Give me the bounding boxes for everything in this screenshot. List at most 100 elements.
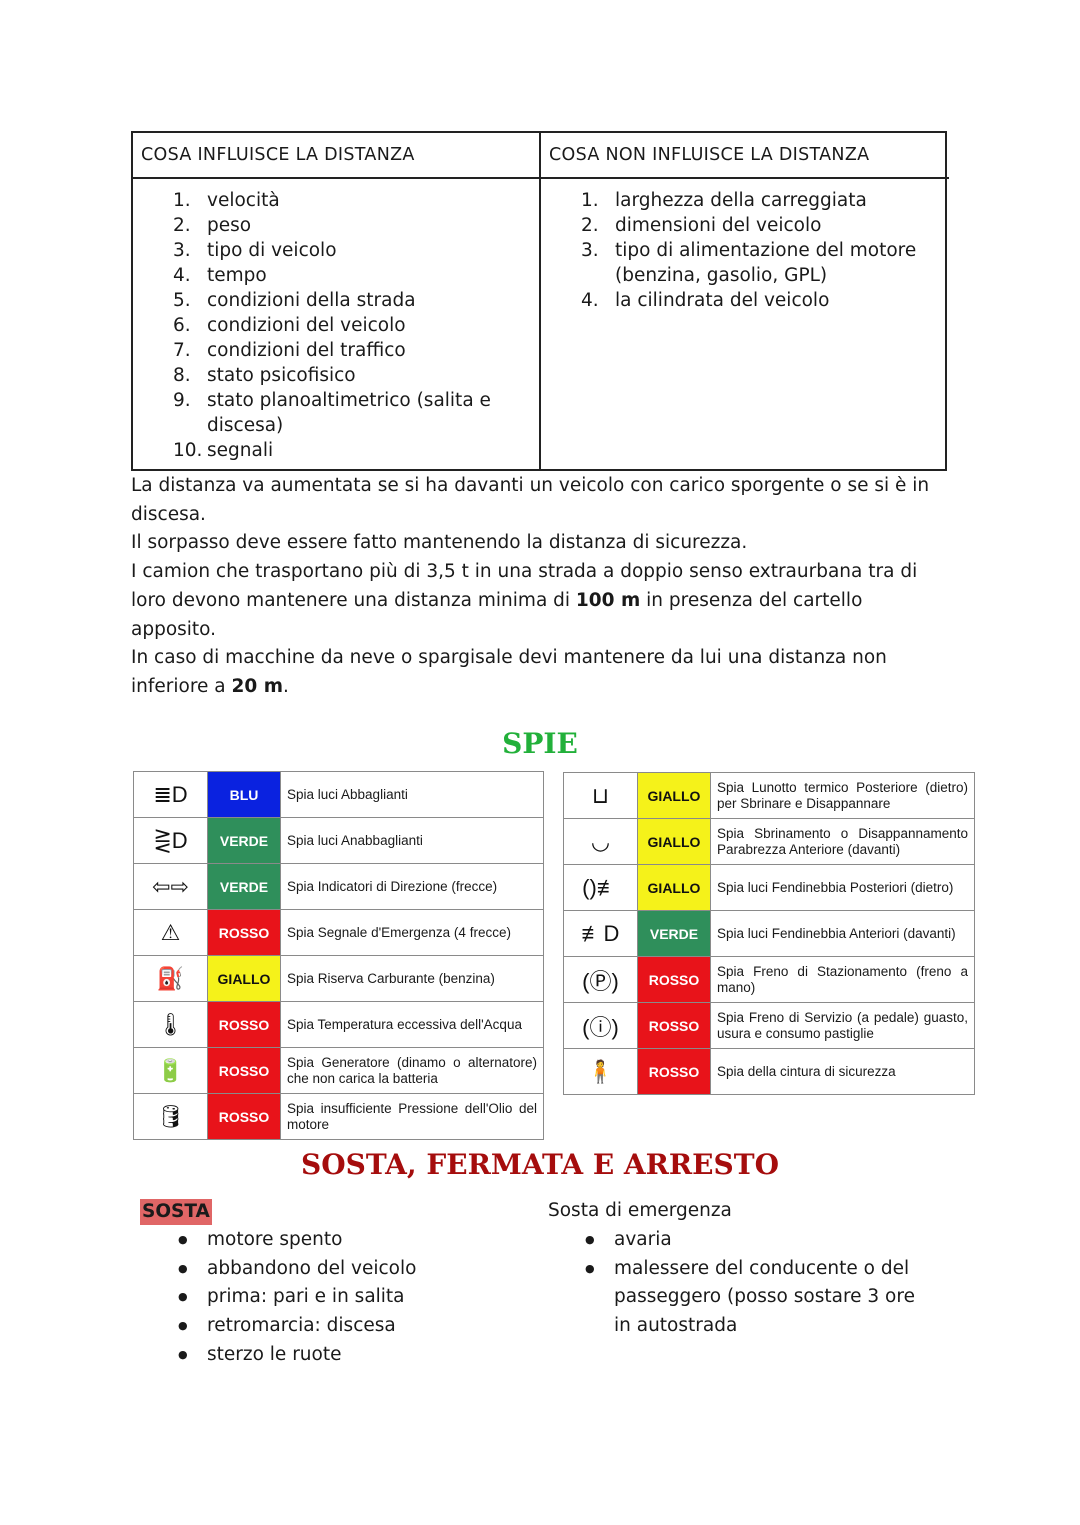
emergency-title: Sosta di emergenza xyxy=(548,1200,732,1221)
spia-description: Spia Temperatura eccessiva dell'Acqua xyxy=(280,1001,544,1048)
item-number: 3. xyxy=(581,240,599,261)
item-number: 1. xyxy=(173,190,191,211)
note-4-text: In caso di macchine da neve o spargisale… xyxy=(131,647,887,697)
spie-table-left: ≣D BLU Spia luci Abbaglianti ⋛D VERDE Spia lu… xyxy=(133,771,544,1140)
spia-row: 🛢 ROSSO Spia insufficiente Pressione dell'… xyxy=(133,1093,544,1140)
spia-row: ≣D BLU Spia luci Abbaglianti xyxy=(133,771,544,818)
color-badge: VERDE xyxy=(637,910,711,957)
brake-warning-icon: (ⓘ) xyxy=(563,1002,638,1049)
list-item: 4. tempo xyxy=(173,263,539,288)
color-badge: VERDE xyxy=(207,863,281,910)
list-item: 10. segnali xyxy=(173,438,539,463)
front-fog-light-icon: ≢D xyxy=(563,910,638,957)
item-text: larghezza della carreggiata xyxy=(615,190,867,211)
sosta-label: SOSTA xyxy=(140,1199,212,1225)
list-item: 4. la cilindrata del veicolo xyxy=(581,288,949,313)
item-number: 7. xyxy=(173,340,191,361)
note-3-text: I camion che trasportano più di 3,5 t in… xyxy=(131,561,918,611)
note-2: Il sorpasso deve essere fatto mantenendo… xyxy=(131,532,748,554)
list-item: 1. velocità xyxy=(173,188,539,213)
note-3: I camion che trasportano più di 3,5 t in… xyxy=(131,558,951,644)
item-number: 6. xyxy=(173,315,191,336)
distance-notes: La distanza va aumentata se si ha davant… xyxy=(131,472,951,702)
color-badge: ROSSO xyxy=(637,1048,711,1095)
spia-row: ⛽ GIALLO Spia Riserva Carburante (benzina) xyxy=(133,955,544,1002)
item-number: 8. xyxy=(173,365,191,386)
spia-row: ⇦⇨ VERDE Spia Indicatori di Direzione (fre… xyxy=(133,863,544,910)
spia-description: Spia della cintura di sicurezza xyxy=(710,1048,975,1095)
emergency-list: avariamalessere del conducente o del pas… xyxy=(557,1226,937,1341)
battery-icon: 🔋 xyxy=(133,1047,208,1094)
spia-description: Spia Freno di Stazionamento (freno a man… xyxy=(710,956,975,1003)
rear-defrost-icon: ⊔ xyxy=(563,772,638,819)
sosta-list: motore spentoabbandono del veicoloprima:… xyxy=(150,1226,416,1370)
item-text: velocità xyxy=(207,190,280,211)
oil-can-icon: 🛢 xyxy=(133,1093,208,1140)
color-badge: ROSSO xyxy=(207,1093,281,1140)
spia-description: Spia Generatore (dinamo o alternatore) c… xyxy=(280,1047,544,1094)
item-text: tipo di alimentazione del motore (benzin… xyxy=(615,240,917,286)
sosta-title: SOSTA, FERMATA E ARRESTO xyxy=(301,1148,779,1181)
color-badge: GIALLO xyxy=(637,864,711,911)
bullet-item: retromarcia: discesa xyxy=(150,1312,416,1341)
bullet-item: prima: pari e in salita xyxy=(150,1283,416,1312)
item-number: 2. xyxy=(173,215,191,236)
item-number: 4. xyxy=(173,265,191,286)
item-number: 1. xyxy=(581,190,599,211)
spie-table-right: ⊔ GIALLO Spia Lunotto termico Posteriore (… xyxy=(563,772,975,1095)
turn-signal-icon: ⇦⇨ xyxy=(133,863,208,910)
list-item: 7. condizioni del traffico xyxy=(173,338,539,363)
bullet-item: sterzo le ruote xyxy=(150,1341,416,1370)
bullet-item: avaria xyxy=(557,1226,937,1255)
influisce-list: 1. velocità 2. peso 3. tipo di veicolo 4. tempo… xyxy=(133,179,539,463)
spia-row: ⚠ ROSSO Spia Segnale d'Emergenza (4 frecce… xyxy=(133,909,544,956)
spia-row: ()≢ GIALLO Spia luci Fendinebbia Posterior… xyxy=(563,864,975,911)
spie-title: SPIE xyxy=(502,727,578,760)
spia-description: Spia luci Fendinebbia Posteriori (dietro… xyxy=(710,864,975,911)
item-text: la cilindrata del veicolo xyxy=(615,290,830,311)
item-number: 3. xyxy=(173,240,191,261)
list-item: 3. tipo di veicolo xyxy=(173,238,539,263)
list-item: 1. larghezza della carreggiata xyxy=(581,188,949,213)
item-text: dimensioni del veicolo xyxy=(615,215,822,236)
spia-description: Spia luci Abbaglianti xyxy=(280,771,544,818)
non-influisce-list: 1. larghezza della carreggiata 2. dimension… xyxy=(541,179,949,313)
list-item: 5. condizioni della strada xyxy=(173,288,539,313)
note-4-end: . xyxy=(282,675,289,697)
color-badge: GIALLO xyxy=(207,955,281,1002)
high-beam-icon: ≣D xyxy=(133,771,208,818)
spia-row: 🧍 ROSSO Spia della cintura di sicurezza xyxy=(563,1048,975,1095)
item-number: 10. xyxy=(173,440,203,461)
color-badge: GIALLO xyxy=(637,818,711,865)
spia-row: 🔋 ROSSO Spia Generatore (dinamo o alternat… xyxy=(133,1047,544,1094)
spia-description: Spia luci Anabbaglianti xyxy=(280,817,544,864)
note-3-bold: 100 m xyxy=(575,589,641,611)
spia-row: (ⓘ) ROSSO Spia Freno di Servizio (a pedale… xyxy=(563,1002,975,1049)
bullet-item: malessere del conducente o del passegger… xyxy=(557,1255,937,1341)
spia-row: (Ⓟ) ROSSO Spia Freno di Stazionamento (fre… xyxy=(563,956,975,1003)
item-text: condizioni del veicolo xyxy=(207,315,406,336)
item-text: condizioni della strada xyxy=(207,290,416,311)
coolant-temperature-icon: 🌡 xyxy=(133,1001,208,1048)
item-text: tipo di veicolo xyxy=(207,240,337,261)
item-number: 4. xyxy=(581,290,599,311)
hazard-triangle-icon: ⚠ xyxy=(133,909,208,956)
spia-row: 🌡 ROSSO Spia Temperatura eccessiva dell'Ac… xyxy=(133,1001,544,1048)
item-text: condizioni del traffico xyxy=(207,340,406,361)
note-4-bold: 20 m xyxy=(231,675,283,697)
spia-description: Spia Riserva Carburante (benzina) xyxy=(280,955,544,1002)
rear-fog-light-icon: ()≢ xyxy=(563,864,638,911)
color-badge: ROSSO xyxy=(207,1047,281,1094)
list-item: 6. condizioni del veicolo xyxy=(173,313,539,338)
list-item: 8. stato psicofisico xyxy=(173,363,539,388)
parking-brake-icon: (Ⓟ) xyxy=(563,956,638,1003)
front-defrost-icon: ◡ xyxy=(563,818,638,865)
item-text: peso xyxy=(207,215,252,236)
header-influisce: COSA INFLUISCE LA DISTANZA xyxy=(133,133,541,179)
spia-description: Spia Sbrinamento o Disappannamento Parab… xyxy=(710,818,975,865)
fuel-pump-icon: ⛽ xyxy=(133,955,208,1002)
spia-description: Spia Indicatori di Direzione (frecce) xyxy=(280,863,544,910)
spia-row: ⋛D VERDE Spia luci Anabbaglianti xyxy=(133,817,544,864)
color-badge: ROSSO xyxy=(207,1001,281,1048)
color-badge: ROSSO xyxy=(637,1002,711,1049)
